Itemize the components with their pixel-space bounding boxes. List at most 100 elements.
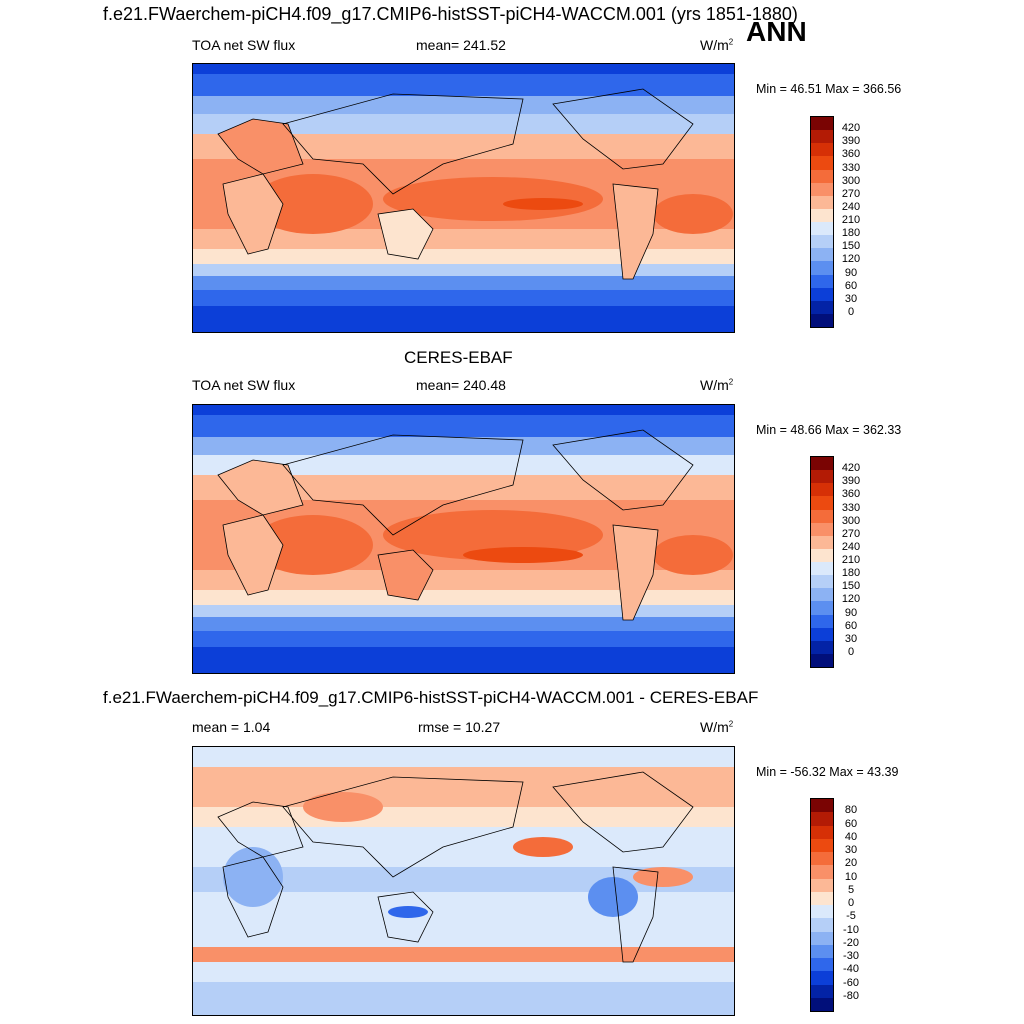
panel3-mean-label: mean = 1.04	[192, 719, 271, 735]
colorbar-swatch	[811, 143, 833, 157]
panel3-map	[192, 746, 735, 1016]
colorbar-tick-label: 80	[844, 804, 858, 817]
colorbar-swatch	[811, 891, 833, 905]
season-label: ANN	[746, 16, 807, 47]
panel1-map	[192, 63, 735, 333]
colorbar-tick-label: 60	[844, 817, 858, 830]
colorbar-swatch	[811, 627, 833, 641]
colorbar-tick-label: -60	[843, 976, 859, 989]
colorbar-tick-label: 40	[844, 830, 858, 843]
panel2-mean-label: mean= 240.48	[416, 377, 506, 393]
colorbar-swatch	[811, 865, 833, 879]
colorbar-swatch	[811, 640, 833, 654]
colorbar-tick-label: 0	[847, 897, 855, 909]
colorbar-swatch	[811, 958, 833, 972]
colorbar-swatch	[811, 169, 833, 183]
panel2-map	[192, 404, 735, 674]
panel1-variable-label: TOA net SW flux	[192, 37, 296, 53]
colorbar-tick-label: 30	[844, 292, 858, 305]
colorbar-tick-label: 5	[847, 883, 855, 896]
colorbar-swatch	[811, 287, 833, 301]
colorbar-swatch	[811, 182, 833, 196]
colorbar-tick-label: 120	[841, 593, 861, 606]
colorbar-swatch	[811, 838, 833, 852]
colorbar-swatch	[811, 483, 833, 497]
colorbar-tick-label: 150	[841, 580, 861, 593]
colorbar-tick-label: 390	[841, 475, 861, 488]
colorbar-swatch	[811, 130, 833, 144]
colorbar-swatch	[811, 944, 833, 958]
colorbar-swatch	[811, 195, 833, 209]
colorbar-swatch	[811, 878, 833, 892]
colorbar-swatch	[811, 997, 833, 1011]
panel1-mean-label: mean= 241.52	[416, 37, 506, 53]
colorbar-swatch	[811, 457, 833, 471]
colorbar-swatch	[811, 261, 833, 275]
colorbar-tick-label: 420	[841, 122, 861, 135]
colorbar-tick-label: 300	[841, 514, 861, 527]
panel2-units: W/m2	[700, 377, 734, 393]
panel1-colorbar	[810, 116, 834, 328]
panel1-units: W/m2	[700, 37, 734, 53]
colorbar-swatch	[811, 522, 833, 536]
colorbar-tick-label: 0	[847, 645, 855, 658]
colorbar-tick-label: -80	[843, 989, 859, 1002]
colorbar-tick-label: 210	[841, 214, 861, 226]
colorbar-tick-label: 30	[844, 632, 858, 645]
colorbar-tick-label: 360	[841, 488, 861, 501]
panel1-minmax: Min = 46.51 Max = 366.56	[756, 82, 902, 96]
panel3-map-svg	[193, 747, 734, 1015]
colorbar-tick-label: 180	[841, 227, 861, 240]
colorbar-swatch	[811, 931, 833, 945]
colorbar-tick-label: 90	[844, 266, 858, 279]
colorbar-swatch	[811, 117, 833, 131]
colorbar-swatch	[811, 274, 833, 288]
panel3-title: f.e21.FWaerchem-piCH4.f09_g17.CMIP6-hist…	[103, 688, 759, 707]
panel3-rmse-label: rmse = 10.27	[418, 719, 501, 735]
colorbar-tick-label: 0	[847, 305, 855, 318]
colorbar-swatch	[811, 156, 833, 170]
colorbar-tick-label: 240	[841, 200, 861, 213]
colorbar-swatch	[811, 825, 833, 839]
panel3-colorbar	[810, 798, 834, 1012]
colorbar-tick-label: 330	[841, 501, 861, 514]
colorbar-swatch	[811, 984, 833, 998]
colorbar-swatch	[811, 222, 833, 236]
panel1-map-svg	[193, 64, 734, 332]
colorbar-swatch	[811, 588, 833, 602]
colorbar-tick-label: -40	[843, 963, 859, 976]
colorbar-tick-label: 10	[844, 870, 858, 883]
colorbar-tick-label: -30	[843, 950, 859, 962]
colorbar-swatch	[811, 799, 833, 813]
colorbar-swatch	[811, 653, 833, 667]
colorbar-tick-label: -10	[843, 923, 859, 936]
colorbar-swatch	[811, 852, 833, 866]
colorbar-swatch	[811, 248, 833, 262]
colorbar-tick-label: 30	[844, 844, 858, 856]
colorbar-tick-label: 60	[844, 279, 858, 292]
colorbar-tick-label: 210	[841, 554, 861, 566]
colorbar-tick-label: 180	[841, 567, 861, 580]
colorbar-tick-label: 90	[844, 606, 858, 619]
colorbar-tick-label: 20	[844, 857, 858, 870]
colorbar-swatch	[811, 548, 833, 562]
panel2-map-svg	[193, 405, 734, 673]
panel1-colorbar-labels: 420 390 360 330 300 270 240 210 180 150 120 90 60 30 0	[838, 116, 878, 328]
colorbar-tick-label: 60	[844, 619, 858, 632]
colorbar-tick-label: 300	[841, 174, 861, 187]
colorbar-swatch	[811, 562, 833, 576]
panel2-colorbar	[810, 456, 834, 668]
colorbar-tick-label: 360	[841, 148, 861, 161]
panel3-colorbar-labels: 80 60 40 30 20 10 5 0 -5 -10 -20 -30 -40 -60 -80	[838, 798, 878, 1012]
panel2-colorbar-labels: 420 390 360 330 300 270 240 210 180 150 120 90 60 30 0	[838, 456, 878, 668]
colorbar-swatch	[811, 208, 833, 222]
colorbar-swatch	[811, 235, 833, 249]
main-title: f.e21.FWaerchem-piCH4.f09_g17.CMIP6-hist…	[103, 4, 798, 24]
panel2-title: CERES-EBAF	[404, 348, 513, 367]
colorbar-swatch	[811, 971, 833, 985]
colorbar-swatch	[811, 575, 833, 589]
colorbar-tick-label: 270	[841, 527, 861, 540]
colorbar-tick-label: 150	[841, 240, 861, 253]
colorbar-swatch	[811, 905, 833, 919]
panel3-minmax: Min = -56.32 Max = 43.39	[756, 765, 899, 779]
